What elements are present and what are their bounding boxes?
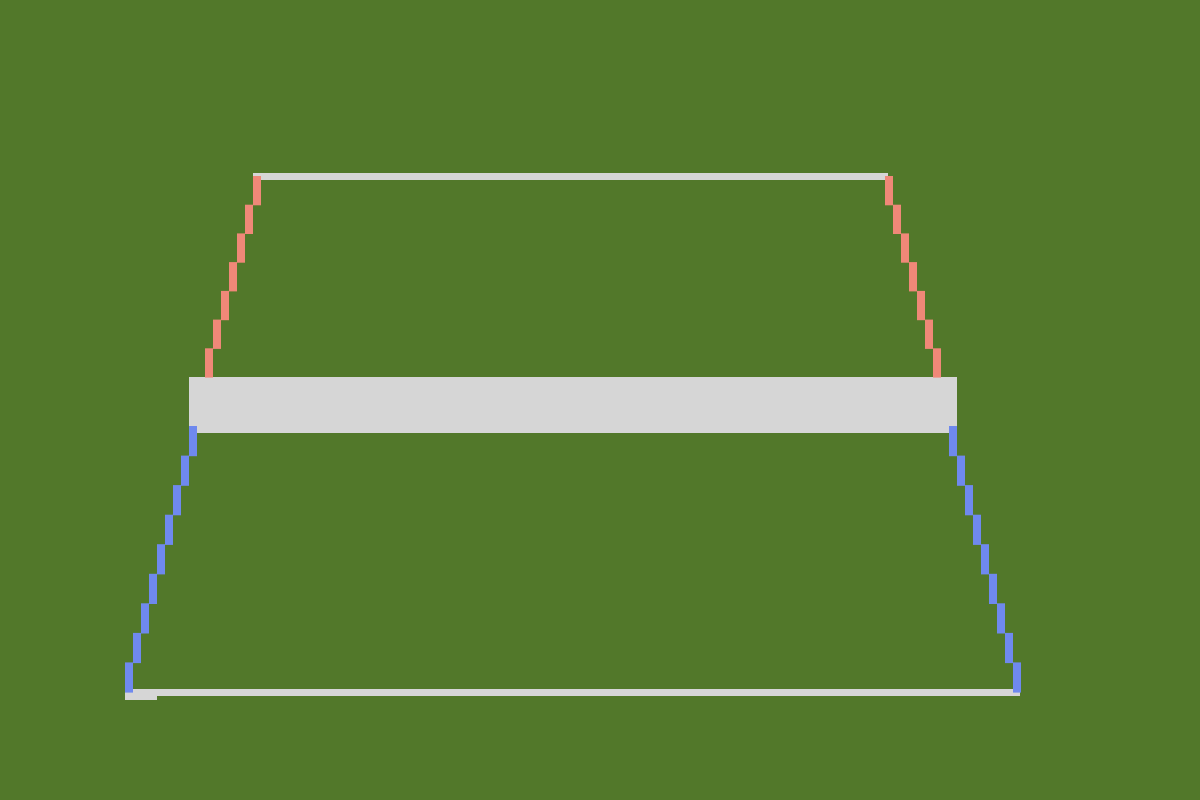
sideline-segment <box>221 290 229 321</box>
net <box>189 377 957 433</box>
sideline-segment <box>173 485 181 516</box>
sideline-segment <box>157 544 165 575</box>
sideline-segment <box>925 319 933 349</box>
sideline-segment <box>237 233 245 263</box>
sideline-segment <box>917 290 925 321</box>
sideline-segment <box>989 573 997 604</box>
sideline-segment <box>149 573 157 604</box>
sideline-segment <box>205 348 213 378</box>
near-right-sideline <box>949 426 1021 693</box>
sideline-segment <box>949 426 957 457</box>
far-left-sideline <box>205 176 261 378</box>
near-left-sideline <box>125 426 197 693</box>
sideline-segment <box>229 262 237 292</box>
sideline-segment <box>141 603 149 634</box>
sideline-segment <box>933 348 941 378</box>
sideline-segment <box>245 204 253 234</box>
sideline-segment <box>885 176 893 206</box>
sideline-segment <box>909 262 917 292</box>
sideline-segment <box>901 233 909 263</box>
sideline-segment <box>997 603 1005 634</box>
sideline-segment <box>253 176 261 206</box>
sideline-segment <box>957 455 965 486</box>
sideline-segment <box>965 485 973 516</box>
sideline-segment <box>133 632 141 664</box>
sideline-segment <box>973 514 981 545</box>
sideline-segment <box>181 455 189 486</box>
sideline-segment <box>189 426 197 457</box>
sideline-segment <box>1013 662 1021 693</box>
far-right-sideline <box>885 176 941 378</box>
sideline-segment <box>893 204 901 234</box>
near-baseline-mark <box>125 696 157 700</box>
sideline-segment <box>981 544 989 575</box>
sideline-segment <box>1005 632 1013 664</box>
near-baseline <box>125 689 1020 696</box>
far-baseline <box>253 173 888 180</box>
sideline-segment <box>213 319 221 349</box>
sideline-segment <box>125 662 133 693</box>
sideline-segment <box>165 514 173 545</box>
